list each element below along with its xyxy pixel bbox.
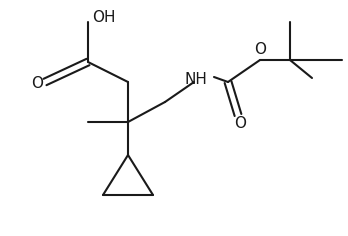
Text: OH: OH bbox=[92, 10, 116, 25]
Text: NH: NH bbox=[184, 72, 207, 87]
Text: O: O bbox=[254, 42, 266, 58]
Text: O: O bbox=[31, 76, 43, 92]
Text: O: O bbox=[234, 115, 246, 131]
